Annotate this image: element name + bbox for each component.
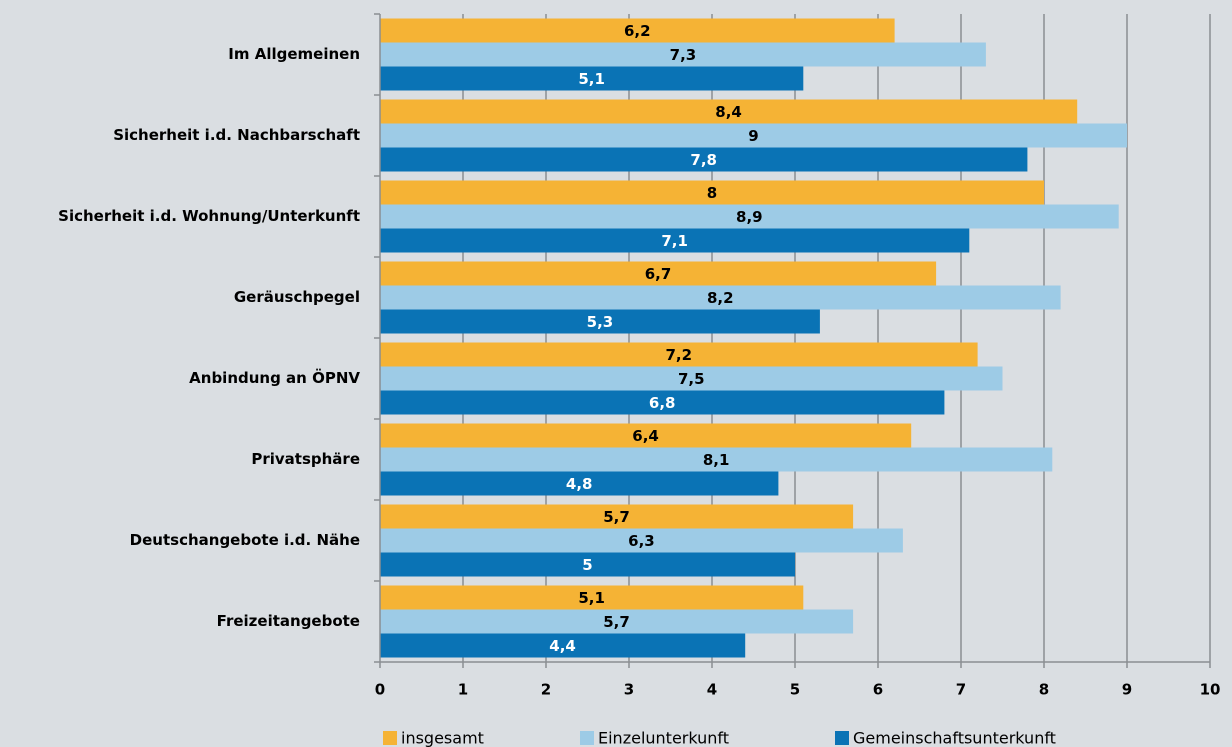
bar	[380, 423, 912, 448]
bar	[380, 390, 945, 415]
x-tick-label: 6	[873, 681, 883, 699]
legend-label: Einzelunterkunft	[598, 729, 729, 747]
data-label: 6,3	[628, 532, 655, 550]
data-label: 8,4	[715, 103, 742, 121]
data-label: 4,4	[549, 637, 576, 655]
data-label: 7,8	[690, 151, 717, 169]
bar	[380, 528, 903, 553]
bar	[380, 633, 746, 658]
bar	[380, 66, 804, 91]
bar	[380, 504, 854, 529]
x-tick-label: 4	[707, 681, 717, 699]
data-label: 6,4	[632, 427, 659, 445]
legend-label: Gemeinschaftsunterkunft	[853, 729, 1056, 747]
x-tick-label: 5	[790, 681, 800, 699]
data-label: 4,8	[566, 475, 593, 493]
legend-swatch	[835, 731, 849, 745]
legend-label: insgesamt	[401, 729, 484, 747]
bar	[380, 204, 1119, 229]
bar	[380, 42, 986, 67]
data-label: 8,1	[703, 451, 730, 469]
x-tick-label: 9	[1122, 681, 1132, 699]
x-tick-label: 0	[375, 681, 385, 699]
bar	[380, 309, 820, 334]
data-label: 5	[582, 556, 592, 574]
y-tick-label: Anbindung an ÖPNV	[189, 368, 360, 387]
x-tick-label: 8	[1039, 681, 1049, 699]
x-tick-label: 7	[956, 681, 966, 699]
y-tick-label: Freizeitangebote	[217, 612, 360, 630]
bar	[380, 471, 779, 496]
data-label: 5,7	[603, 508, 630, 526]
data-label: 7,5	[678, 370, 705, 388]
bar	[380, 99, 1078, 124]
data-label: 8,9	[736, 208, 763, 226]
bar	[380, 552, 795, 577]
bar	[380, 123, 1127, 148]
data-label: 5,3	[587, 313, 614, 331]
y-tick-label: Sicherheit i.d. Nachbarschaft	[113, 126, 360, 144]
data-label: 9	[748, 127, 758, 145]
bar	[380, 447, 1053, 472]
data-label: 7,1	[661, 232, 688, 250]
x-tick-label: 3	[624, 681, 634, 699]
data-label: 7,2	[666, 346, 693, 364]
bar	[380, 18, 895, 43]
data-label: 6,7	[645, 265, 672, 283]
bar	[380, 285, 1061, 310]
legend-swatch	[383, 731, 397, 745]
legend-swatch	[580, 731, 594, 745]
bar	[380, 342, 978, 367]
x-tick-label: 10	[1200, 681, 1221, 699]
data-label: 7,3	[670, 46, 697, 64]
y-tick-label: Sicherheit i.d. Wohnung/Unterkunft	[58, 207, 360, 225]
data-label: 5,1	[578, 589, 605, 607]
y-tick-label: Privatsphäre	[251, 450, 360, 468]
data-label: 8,2	[707, 289, 734, 307]
y-tick-label: Geräuschpegel	[234, 288, 360, 306]
data-label: 6,2	[624, 22, 651, 40]
data-label: 6,8	[649, 394, 676, 412]
data-label: 8	[707, 184, 717, 202]
x-tick-label: 2	[541, 681, 551, 699]
bar	[380, 261, 937, 286]
bar	[380, 366, 1003, 391]
bar	[380, 609, 854, 634]
data-label: 5,7	[603, 613, 630, 631]
y-tick-label: Deutschangebote i.d. Nähe	[130, 531, 360, 549]
y-tick-label: Im Allgemeinen	[228, 45, 360, 63]
x-tick-label: 1	[458, 681, 468, 699]
bar	[380, 147, 1028, 172]
bar	[380, 180, 1044, 205]
bar	[380, 228, 970, 253]
bar	[380, 585, 804, 610]
data-label: 5,1	[578, 70, 605, 88]
